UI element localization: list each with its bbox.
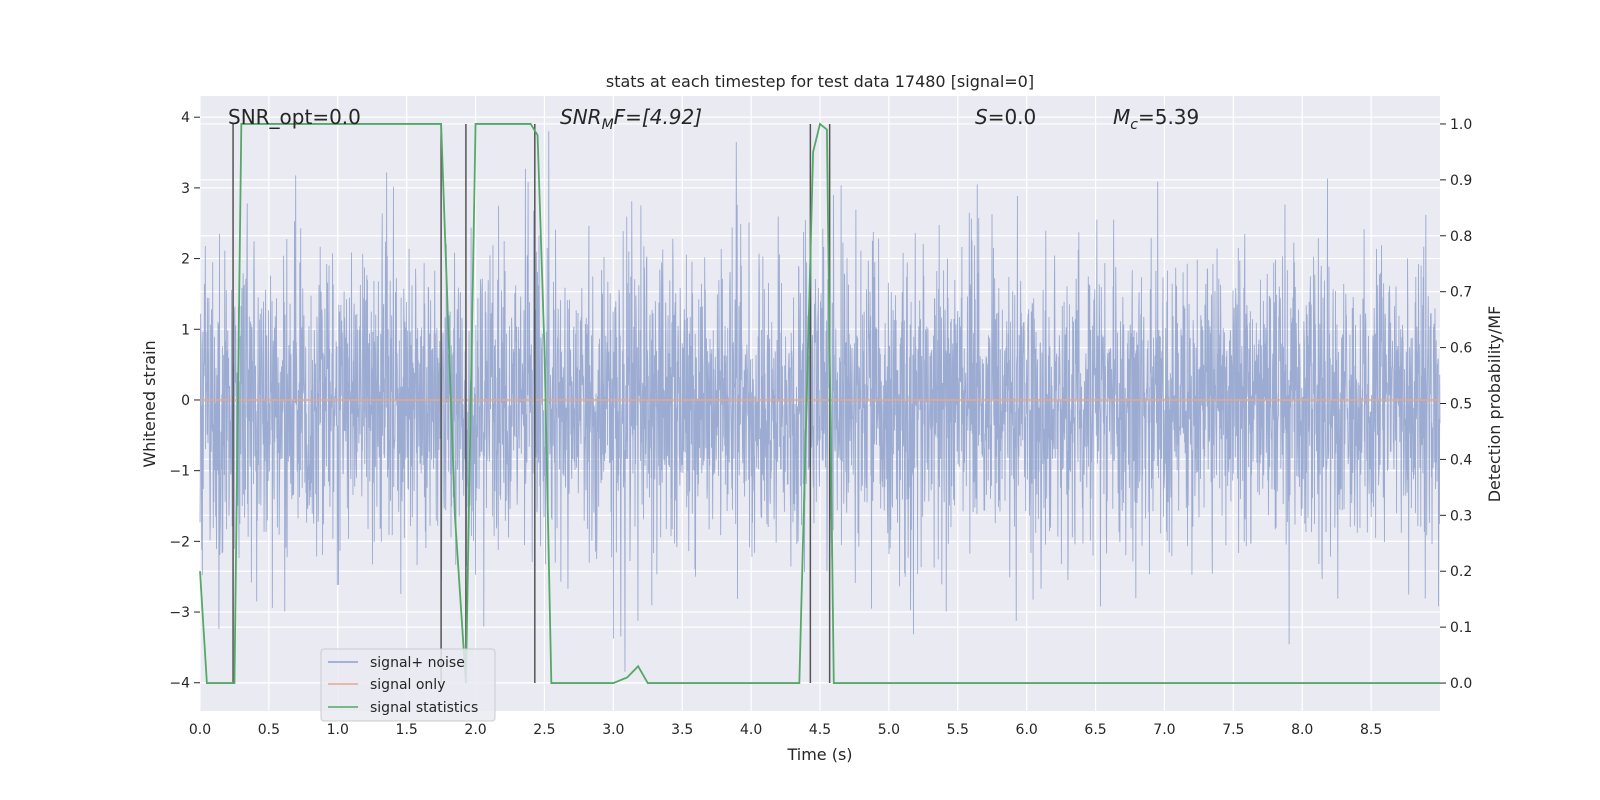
annotation-mc-value: =5.39 xyxy=(1138,105,1199,129)
y-ticks-right: 1.0 0.9 0.8 0.7 0.6 0.5 0.4 0.3 0.2 0.1 0.0 xyxy=(1440,117,1472,692)
y-ticks-left: 4 3 2 1 0 −1 −2 −3 −4 xyxy=(169,110,200,692)
x-tick-label: 7.5 xyxy=(1222,722,1244,738)
y-tick-label-right: 0.2 xyxy=(1450,564,1472,580)
x-tick-label: 1.5 xyxy=(396,722,418,738)
y-tick-label-left: −1 xyxy=(169,464,190,480)
series-signal-noise xyxy=(199,131,1441,672)
x-tick-label: 5.5 xyxy=(947,722,969,738)
annotation-s-value: =0.0 xyxy=(988,105,1037,129)
annotation-s-italic: S xyxy=(975,105,988,129)
x-tick-label: 3.0 xyxy=(602,722,624,738)
y-tick-label-right: 0.9 xyxy=(1450,173,1472,189)
annotation-snr-mf-sub: M xyxy=(602,117,614,133)
x-tick-label: 2.0 xyxy=(464,722,486,738)
x-tick-label: 6.5 xyxy=(1084,722,1106,738)
y-tick-label-right: 0.6 xyxy=(1450,341,1472,357)
annotation-snr-opt: SNR_opt=0.0 xyxy=(228,105,361,129)
legend: signal+ noise signal only signal statist… xyxy=(320,648,496,722)
y-tick-label-left: −4 xyxy=(169,676,190,692)
legend-box xyxy=(320,648,496,722)
y-tick-label-right: 0.8 xyxy=(1450,229,1472,245)
x-axis-label: Time (s) xyxy=(786,745,852,764)
y-tick-label-left: 4 xyxy=(181,110,190,126)
x-tick-label: 8.5 xyxy=(1360,722,1382,738)
x-tick-label: 1.0 xyxy=(327,722,349,738)
vertical-markers xyxy=(232,123,831,684)
y-tick-label-right: 0.3 xyxy=(1450,508,1472,524)
x-tick-label: 5.0 xyxy=(878,722,900,738)
y-tick-label-right: 0.1 xyxy=(1450,620,1472,636)
y-tick-label-right: 0.7 xyxy=(1450,285,1472,301)
chart-title: stats at each timestep for test data 174… xyxy=(606,72,1034,91)
y-tick-label-right: 0.0 xyxy=(1450,676,1472,692)
y-axis-label-right: Detection probability/MF xyxy=(1485,306,1504,503)
y-axis-label-left: Whitened strain xyxy=(140,340,159,467)
annotation-s: S=0.0 xyxy=(975,105,1036,129)
y-tick-label-left: 3 xyxy=(181,181,190,197)
y-tick-label-left: 2 xyxy=(181,252,190,268)
x-tick-label: 6.0 xyxy=(1016,722,1038,738)
x-tick-label: 8.0 xyxy=(1291,722,1313,738)
x-tick-label: 7.0 xyxy=(1153,722,1175,738)
y-tick-label-right: 1.0 xyxy=(1450,117,1472,133)
y-tick-label-right: 0.4 xyxy=(1450,452,1472,468)
signal-statistics-line xyxy=(199,122,1440,684)
legend-label-signal-statistics: signal statistics xyxy=(370,700,478,716)
y-tick-label-left: −3 xyxy=(169,605,190,621)
x-tick-label: 4.5 xyxy=(809,722,831,738)
annotation-mc-sub: c xyxy=(1130,117,1138,133)
x-tick-label: 3.5 xyxy=(671,722,693,738)
legend-label-signal-only: signal only xyxy=(370,677,445,693)
series-signal-statistics xyxy=(199,122,1440,684)
legend-label-signal-noise: signal+ noise xyxy=(370,655,465,671)
y-tick-label-left: −2 xyxy=(169,534,190,550)
x-ticks: 0.0 0.5 1.0 1.5 2.0 2.5 3.0 3.5 4.0 4.5 5.0 5.5 6.0 6… xyxy=(189,722,1382,738)
y-tick-label-right: 0.5 xyxy=(1450,397,1472,413)
x-tick-label: 2.5 xyxy=(533,722,555,738)
y-tick-label-left: 1 xyxy=(181,322,190,338)
annotation-mc-italic: M xyxy=(1113,105,1130,129)
annotation-mc: Mc=5.39 xyxy=(1113,105,1199,133)
y-tick-label-left: 0 xyxy=(181,393,190,409)
x-tick-label: 0.0 xyxy=(189,722,211,738)
x-tick-label: 0.5 xyxy=(258,722,280,738)
x-tick-label: 4.0 xyxy=(740,722,762,738)
signal-noise-line xyxy=(199,131,1441,672)
annotation-snr-mf-suffix: F=[4.92] xyxy=(614,105,702,129)
annotation-snr-mf: SNRMF=[4.92] xyxy=(560,105,702,133)
annotation-snr-mf-prefix: SNR xyxy=(560,105,602,129)
